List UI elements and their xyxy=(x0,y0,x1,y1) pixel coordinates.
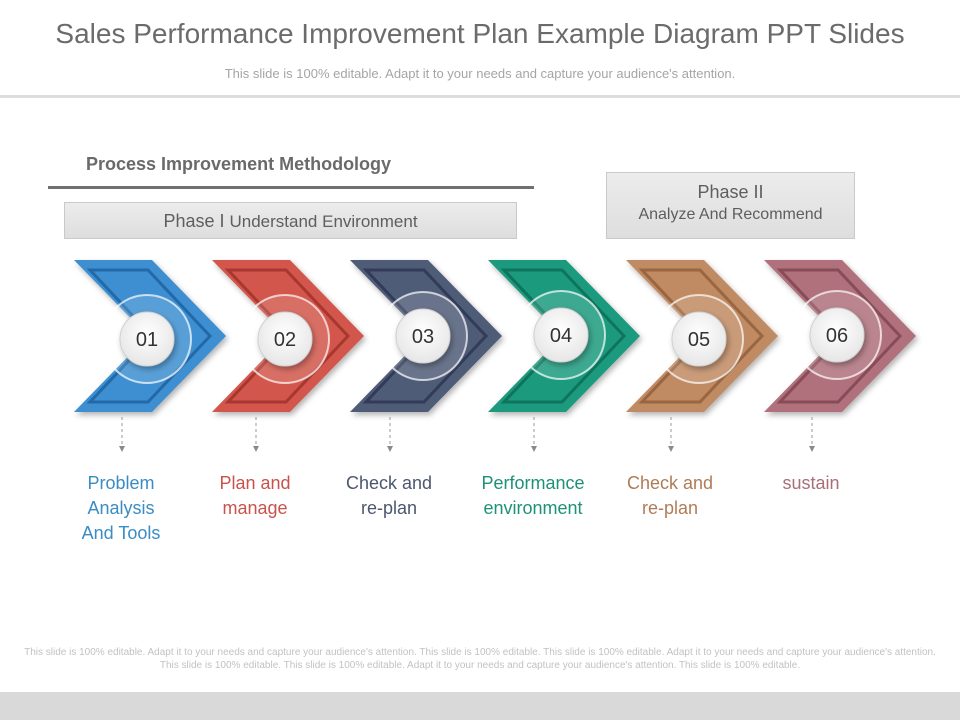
step-5-label-line: re-plan xyxy=(641,498,699,518)
phase-2-title: Phase II xyxy=(697,182,764,202)
section-divider xyxy=(48,186,534,189)
step-3-number: 03 xyxy=(412,326,434,348)
section-heading: Process Improvement Methodology xyxy=(86,154,392,174)
step-5-number: 05 xyxy=(688,329,710,351)
footer-note: This slide is 100% editable. Adapt it to… xyxy=(24,647,936,671)
step-3: 03 xyxy=(350,260,502,452)
step-1-label: Problem Analysis And Tools xyxy=(51,471,191,546)
step-6: 06 xyxy=(764,260,916,452)
step-3-arrowhead xyxy=(387,446,393,452)
step-1-disc xyxy=(119,311,175,367)
step-5: 05 xyxy=(626,260,778,452)
phase-1-prefix: Phase I xyxy=(163,211,225,231)
phase-1-text: Understand Environment xyxy=(229,212,418,231)
step-2-label-line: Plan and xyxy=(219,473,291,493)
step-4-disc xyxy=(533,307,589,363)
step-1-label-line: Analysis xyxy=(87,498,155,518)
step-3-label-line: Check and xyxy=(345,473,433,493)
bottom-band xyxy=(0,692,960,720)
step-3-label: Check and re-plan xyxy=(319,471,459,521)
step-2-label-line: manage xyxy=(222,498,288,518)
step-5-label: Check and re-plan xyxy=(600,471,740,521)
step-4-arrowhead xyxy=(531,446,537,452)
step-2-disc xyxy=(257,311,313,367)
step-2-number: 02 xyxy=(274,329,296,351)
step-5-disc xyxy=(671,311,727,367)
step-2: 02 xyxy=(212,260,364,452)
step-1-number: 01 xyxy=(136,329,158,351)
phase-2-box: Phase II Analyze And Recommend xyxy=(606,172,855,239)
step-5-label-line: Check and xyxy=(626,473,714,493)
step-4-number: 04 xyxy=(550,325,572,347)
step-5-arrowhead xyxy=(668,446,674,452)
step-4-label-line: Performance xyxy=(481,473,585,493)
step-2-label: Plan and manage xyxy=(185,471,325,521)
step-4-label-line: environment xyxy=(483,498,583,518)
step-6-disc xyxy=(809,307,865,363)
step-2-arrowhead xyxy=(253,446,259,452)
slide-title: Sales Performance Improvement Plan Examp… xyxy=(55,18,905,49)
step-6-number: 06 xyxy=(826,325,848,347)
step-6-arrowhead xyxy=(809,446,815,452)
step-4-label: Performance environment xyxy=(463,471,603,521)
step-6-label: sustain xyxy=(741,471,881,496)
phase-1-box: Phase I Understand Environment xyxy=(64,202,517,239)
step-1-arrowhead xyxy=(119,446,125,452)
step-1-label-line: And Tools xyxy=(81,523,161,543)
step-1-label-line: Problem xyxy=(87,473,155,493)
slide-subtitle: This slide is 100% editable. Adapt it to… xyxy=(224,66,736,81)
step-6-label-line: sustain xyxy=(782,473,840,493)
header-divider xyxy=(0,95,960,98)
step-4: 04 xyxy=(488,260,640,452)
phase-2-text: Analyze And Recommend xyxy=(638,206,823,223)
step-3-disc xyxy=(395,308,451,364)
step-3-label-line: re-plan xyxy=(360,498,418,518)
step-1: 01 xyxy=(74,260,226,452)
